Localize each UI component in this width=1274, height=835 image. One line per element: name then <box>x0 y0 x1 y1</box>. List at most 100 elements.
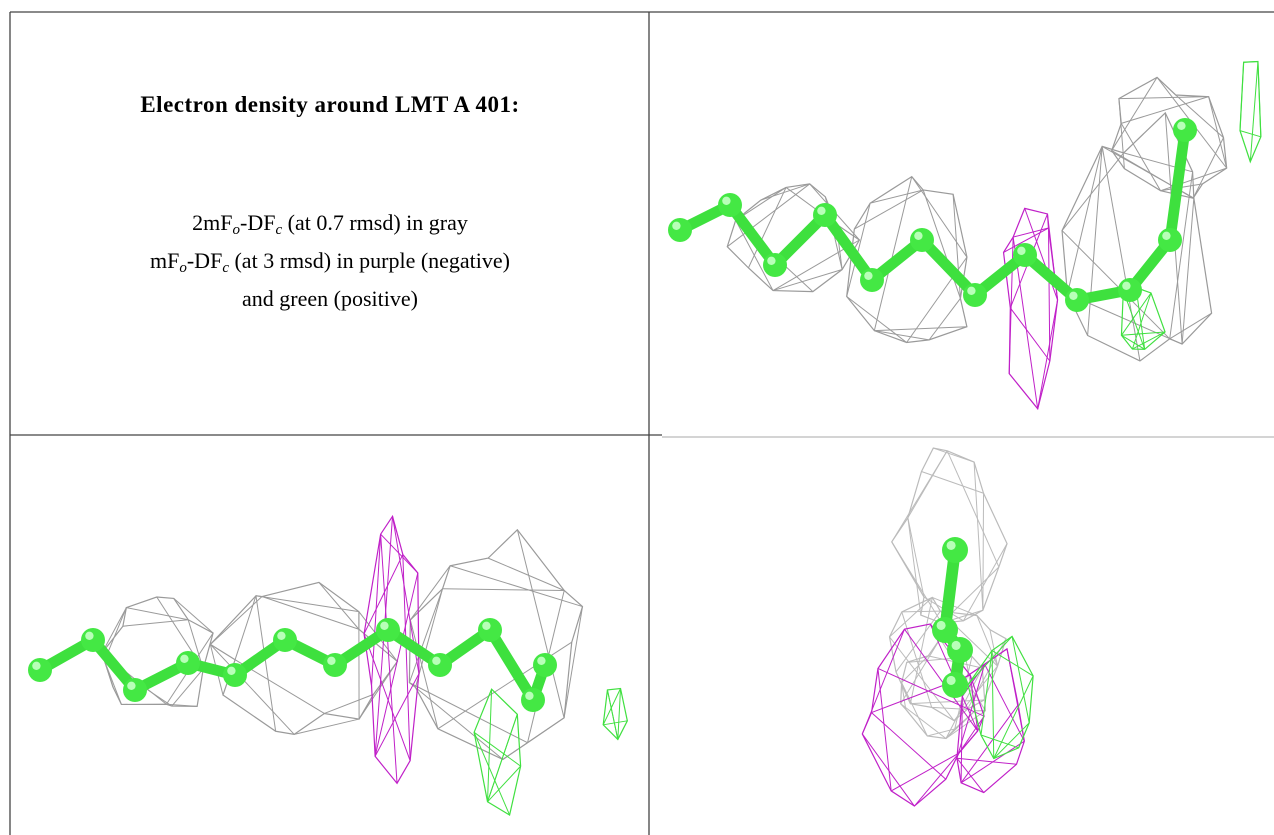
legend-line: 2mFo-DFc (at 0.7 rmsd) in gray <box>12 204 648 242</box>
mesh <box>1120 123 1162 191</box>
mesh <box>962 543 1008 622</box>
mesh <box>877 668 892 791</box>
mesh <box>516 529 565 718</box>
atom <box>910 228 934 252</box>
mesh <box>854 189 924 230</box>
mesh <box>933 447 975 463</box>
mesh <box>877 668 985 717</box>
atom-highlight <box>1017 246 1026 255</box>
mesh <box>907 450 948 519</box>
legend-text: mF <box>150 248 180 273</box>
mesh <box>901 682 907 710</box>
atom-highlight <box>432 656 441 665</box>
mesh <box>909 597 933 704</box>
mesh <box>126 607 189 621</box>
mesh <box>846 203 871 297</box>
atom-highlight <box>180 654 189 663</box>
mesh <box>946 450 1000 568</box>
mesh <box>487 714 518 802</box>
atom <box>1118 278 1142 302</box>
atom <box>668 218 692 242</box>
mesh <box>318 582 360 630</box>
mesh <box>1120 286 1166 350</box>
mesh <box>210 596 263 645</box>
mesh <box>363 554 404 635</box>
mesh <box>374 673 420 757</box>
legend-text: and green (positive) <box>242 286 418 311</box>
mesh <box>210 644 295 735</box>
mesh <box>1239 62 1245 131</box>
mesh <box>1239 130 1261 138</box>
mesh <box>1061 230 1171 340</box>
mesh <box>991 650 1034 677</box>
atom-highlight <box>327 656 336 665</box>
mesh <box>234 595 257 660</box>
atom <box>942 537 968 563</box>
mesh <box>101 607 127 654</box>
atom-highlight <box>1069 291 1078 300</box>
atom-highlight <box>914 231 923 240</box>
mesh <box>1121 96 1209 124</box>
atom <box>223 663 247 687</box>
mesh <box>473 731 521 767</box>
atom <box>947 637 973 663</box>
mesh <box>602 687 628 741</box>
legend-text: -DF <box>186 248 223 273</box>
atom <box>533 653 557 677</box>
mesh <box>984 664 1025 742</box>
mesh <box>1169 312 1212 340</box>
atom-highlight <box>722 196 731 205</box>
mesh <box>1249 61 1259 162</box>
mesh <box>502 717 565 760</box>
mesh <box>1243 61 1258 63</box>
atom <box>521 688 545 712</box>
mesh <box>895 610 941 673</box>
mesh <box>901 610 941 613</box>
mesh <box>603 720 628 726</box>
mesh <box>1121 331 1166 336</box>
mesh <box>982 493 985 611</box>
mesh <box>993 722 1030 759</box>
atom <box>376 618 400 642</box>
mesh <box>255 595 359 613</box>
atom <box>1013 243 1037 267</box>
mesh <box>871 712 947 780</box>
atom-highlight <box>864 271 873 280</box>
atom <box>813 203 837 227</box>
mesh <box>960 696 963 783</box>
mesh <box>846 175 968 344</box>
legend-line: and green (positive) <box>12 280 648 318</box>
atom <box>81 628 105 652</box>
mesh <box>617 688 622 740</box>
figure-title: Electron density around LMT A 401: <box>140 92 520 117</box>
subscript: o <box>179 260 187 276</box>
atom-highlight <box>767 256 776 265</box>
mesh <box>1013 227 1049 238</box>
mesh <box>1111 77 1158 151</box>
mesh <box>932 596 978 616</box>
atom-highlight <box>967 286 976 295</box>
mesh <box>861 628 905 735</box>
atom <box>28 658 52 682</box>
mesh <box>1257 61 1262 137</box>
atom <box>963 283 987 307</box>
mesh <box>409 565 451 621</box>
atom-highlight <box>85 631 94 640</box>
mesh <box>324 693 374 714</box>
mesh <box>960 704 1019 784</box>
mesh <box>402 554 411 761</box>
mesh <box>870 189 924 204</box>
mesh <box>166 703 198 707</box>
atom <box>478 618 502 642</box>
mesh <box>1192 137 1224 199</box>
legend-text: (at 0.7 rmsd) in gray <box>282 210 468 235</box>
atom-highlight <box>946 540 956 550</box>
mesh <box>1118 96 1209 100</box>
mesh <box>967 636 1013 686</box>
subscript: o <box>232 222 241 238</box>
atom-highlight <box>537 656 546 665</box>
atom-highlight <box>951 640 961 650</box>
mesh <box>907 517 925 598</box>
